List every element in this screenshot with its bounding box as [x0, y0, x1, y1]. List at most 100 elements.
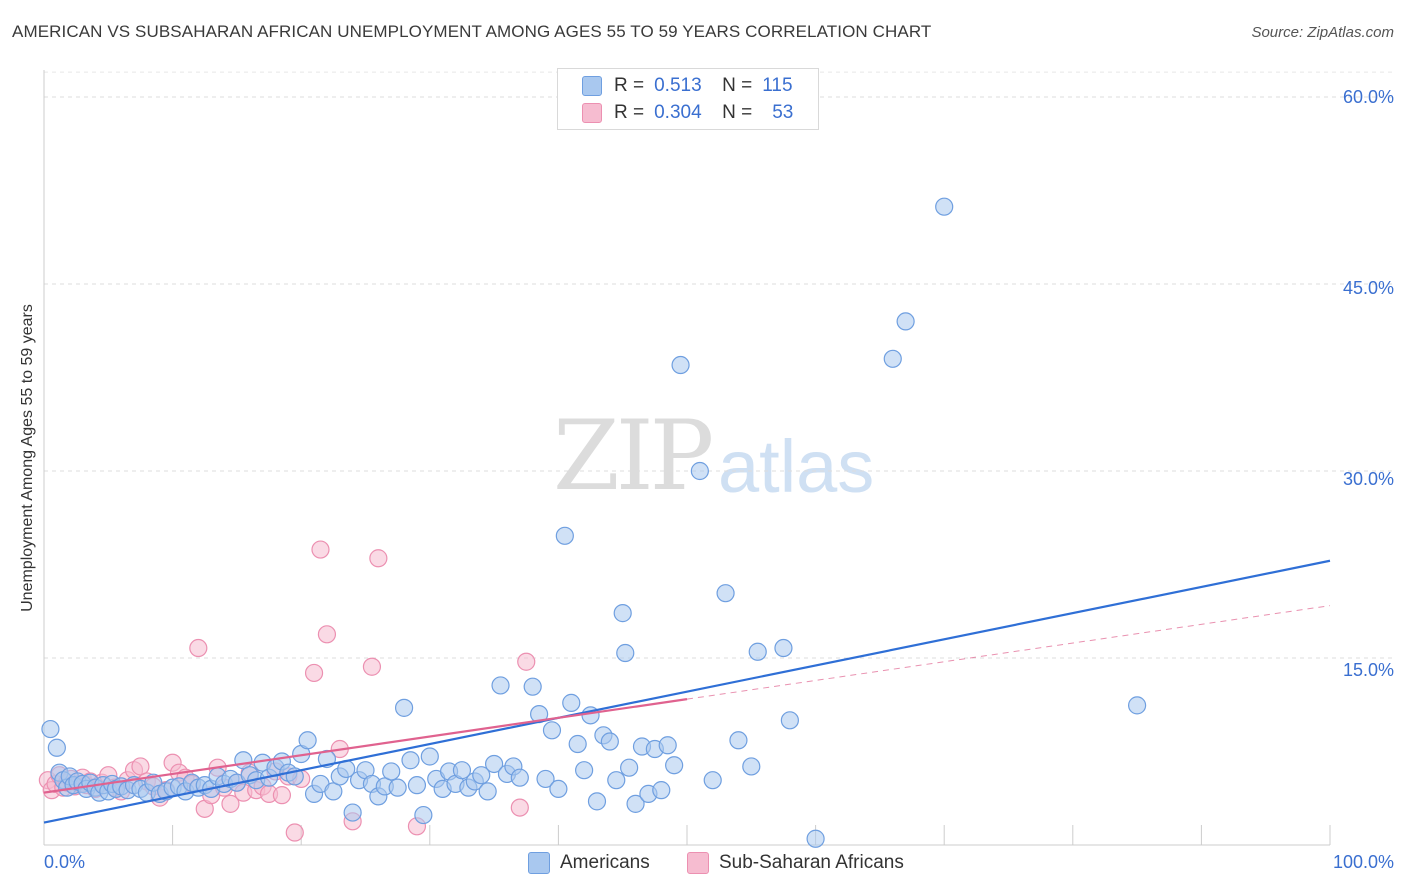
americans-point	[600, 732, 619, 751]
americans-point	[324, 782, 343, 801]
americans-point	[542, 721, 562, 740]
americans-point	[935, 197, 954, 216]
americans-point	[478, 782, 497, 801]
americans-legend-swatch	[528, 852, 550, 874]
bottom-legend-africans: Sub-Saharan Africans	[687, 852, 904, 874]
americans-point	[690, 461, 709, 481]
x-tick-label-min: 0.0%	[44, 852, 86, 872]
americans-point	[1127, 696, 1147, 715]
americans-point	[703, 771, 722, 790]
africans-n-value: 53	[772, 102, 794, 123]
americans-point	[626, 794, 645, 813]
americans-point	[665, 756, 684, 775]
americans-point	[536, 769, 555, 789]
africans-point	[311, 540, 330, 559]
trend-lines	[43, 559, 1331, 824]
watermark-zip: ZIP	[553, 400, 714, 512]
correlation-legend: R = 0.513 N = 115 R = 0.304 N = 53	[557, 68, 819, 130]
americans-legend-label: Americans	[560, 852, 650, 873]
y-tick-label-30: 30.0%	[1342, 469, 1394, 489]
americans-point	[620, 758, 639, 777]
watermark-atlas: atlas	[718, 425, 875, 508]
r-label: R =	[614, 75, 645, 96]
americans-point	[671, 355, 690, 375]
africans-point	[517, 652, 536, 671]
grid-lines	[44, 71, 1392, 659]
africans-legend-label: Sub-Saharan Africans	[719, 852, 904, 873]
americans-point	[491, 676, 510, 695]
americans-point	[47, 738, 66, 757]
americans-point	[388, 778, 407, 797]
x-tick-label-max: 100.0%	[1332, 852, 1394, 872]
americans-point	[452, 761, 472, 780]
americans-point	[523, 677, 542, 696]
americans-point	[485, 754, 504, 774]
americans-n-value: 115	[762, 75, 793, 96]
americans-point	[658, 736, 677, 755]
y-tick-label-60: 60.0%	[1342, 87, 1394, 107]
americans-point	[806, 829, 825, 848]
africans-point	[131, 757, 150, 776]
americans-point	[401, 751, 420, 770]
africans-trend-extension	[686, 605, 1331, 700]
n-label: N =	[722, 75, 753, 96]
chart-title: AMERICAN VS SUBSAHARAN AFRICAN UNEMPLOYM…	[12, 22, 932, 41]
americans-point	[575, 761, 594, 780]
americans-point	[896, 312, 915, 331]
africans-point	[510, 798, 529, 817]
bottom-legend-americans: Americans	[528, 852, 650, 874]
africans-point	[362, 657, 382, 676]
americans-point	[613, 604, 632, 623]
source-credit: Source: ZipAtlas.com	[1251, 24, 1394, 41]
americans-point	[562, 693, 581, 712]
axes	[43, 70, 1331, 846]
africans-r-value: 0.304	[654, 102, 702, 123]
americans-point	[298, 731, 317, 750]
americans-point	[394, 698, 414, 717]
americans-point	[883, 349, 902, 368]
americans-point	[716, 584, 735, 603]
africans-legend-swatch	[687, 852, 709, 874]
africans-swatch	[582, 103, 602, 123]
legend-row-africans: R = 0.304 N = 53	[582, 101, 793, 125]
americans-trend-line	[43, 559, 1331, 824]
americans-point	[607, 771, 626, 790]
y-tick-label-45: 45.0%	[1342, 278, 1394, 298]
legend-row-americans: R = 0.513 N = 115	[582, 74, 793, 98]
trend-extensions	[686, 605, 1331, 700]
africans-point	[317, 625, 337, 644]
r-label: R =	[614, 102, 645, 123]
americans-points	[41, 197, 1147, 848]
africans-point	[221, 794, 240, 813]
americans-point	[729, 731, 748, 750]
americans-point	[382, 762, 401, 781]
americans-point	[616, 643, 635, 663]
americans-point	[587, 792, 607, 811]
americans-point	[748, 642, 767, 661]
americans-point	[41, 719, 60, 739]
n-label: N =	[722, 102, 753, 123]
africans-point	[304, 663, 324, 683]
americans-point	[774, 638, 793, 658]
americans-r-value: 0.513	[654, 75, 702, 96]
americans-point	[510, 768, 529, 787]
americans-point	[742, 757, 761, 776]
americans-point	[555, 526, 574, 545]
americans-point	[549, 779, 568, 799]
africans-point	[369, 549, 388, 568]
americans-point	[652, 781, 671, 800]
americans-point	[780, 711, 799, 730]
americans-point	[568, 734, 587, 754]
americans-point	[420, 747, 439, 766]
americans-swatch	[582, 76, 602, 96]
y-tick-label-15: 15.0%	[1342, 660, 1394, 680]
africans-point	[189, 638, 208, 658]
africans-point	[272, 786, 292, 805]
americans-point	[414, 805, 433, 825]
africans-point	[285, 823, 304, 842]
americans-point	[407, 776, 427, 795]
americans-point	[343, 803, 362, 822]
africans-trend-line	[43, 698, 688, 794]
americans-point	[472, 766, 491, 785]
